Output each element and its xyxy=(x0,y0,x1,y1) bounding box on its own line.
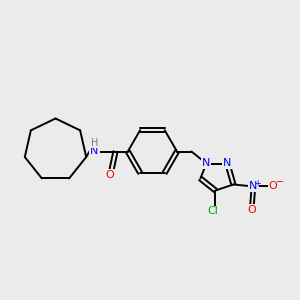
Text: −: − xyxy=(275,177,284,188)
Text: O: O xyxy=(106,170,115,180)
Text: N: N xyxy=(202,158,211,169)
Text: O: O xyxy=(268,181,278,191)
Text: N: N xyxy=(90,146,99,157)
Text: Cl: Cl xyxy=(207,206,218,217)
Text: N: N xyxy=(249,181,258,191)
Text: O: O xyxy=(248,205,256,215)
Text: +: + xyxy=(254,178,261,188)
Text: N: N xyxy=(223,158,232,169)
Text: H: H xyxy=(91,137,98,148)
